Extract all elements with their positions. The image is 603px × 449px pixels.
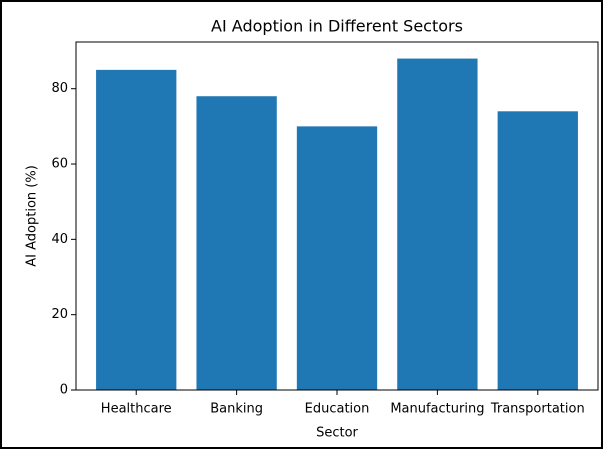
bar <box>96 69 177 391</box>
y-tick-label: 80 <box>51 81 68 96</box>
x-tick-label: Manufacturing <box>390 402 484 417</box>
x-axis-label: Sector <box>316 426 358 441</box>
y-tick-label: 60 <box>51 157 68 172</box>
x-tick-label: Healthcare <box>101 402 172 417</box>
y-axis-label: AI Adoption (%) <box>25 165 40 267</box>
chart-title: AI Adoption in Different Sectors <box>211 17 463 36</box>
y-tick-label: 0 <box>60 383 68 398</box>
bar <box>196 96 277 390</box>
y-tick-label: 40 <box>51 232 68 247</box>
bar <box>397 58 478 390</box>
y-tick-label: 20 <box>51 307 68 322</box>
bar <box>497 111 578 390</box>
axes-frame <box>75 41 599 391</box>
bar <box>296 126 378 390</box>
x-tick-label: Banking <box>210 402 263 417</box>
x-tick-label: Education <box>305 402 370 417</box>
x-tick-label: Transportation <box>490 402 585 417</box>
